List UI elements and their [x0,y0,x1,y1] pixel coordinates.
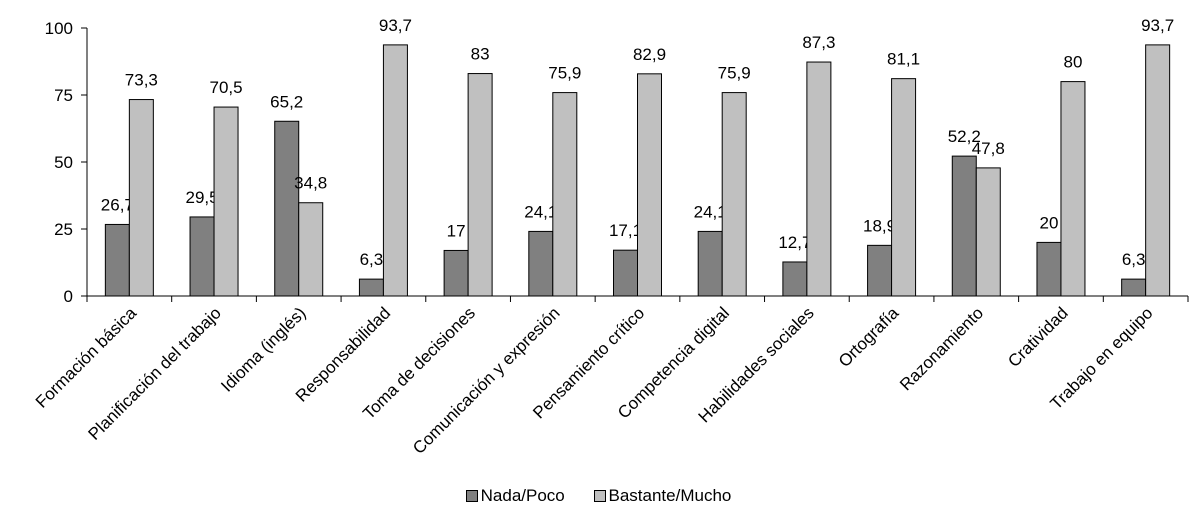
y-tick-label: 50 [54,153,73,172]
bar-bastante-mucho [128,99,154,297]
data-label-nada-poco: 26,7 [101,195,134,214]
category-label: Comunicación y expresión [409,303,563,457]
data-label-nada-poco: 6,3 [1122,250,1146,269]
data-label-nada-poco: 12,7 [778,233,811,252]
data-label-nada-poco: 24,1 [524,202,557,221]
data-label-bastante-mucho: 75,9 [718,64,751,83]
bar-nada-poco [613,249,638,297]
bar-bastante-mucho [1060,81,1086,297]
data-label-nada-poco: 17,1 [609,221,642,240]
bar-bastante-mucho [891,78,917,297]
bar-bastante-mucho [298,202,324,297]
bar-nada-poco [274,120,300,297]
data-label-nada-poco: 20 [1040,213,1059,232]
bar-bastante-mucho [721,92,747,297]
category-label: Cratividad [1004,303,1072,371]
data-label-bastante-mucho: 82,9 [633,45,666,64]
bar-bastante-mucho [806,61,832,297]
data-label-nada-poco: 17 [447,221,466,240]
legend-item-nada-poco: Nada/Poco [465,486,565,506]
data-label-bastante-mucho: 93,7 [1141,16,1174,35]
bar-nada-poco [104,223,130,297]
y-tick-label: 0 [64,287,73,306]
bar-nada-poco [189,216,215,297]
bar-bastante-mucho [637,73,662,297]
category-label: Ortografía [835,303,903,371]
bar-bastante-mucho [467,73,493,297]
bar-bastante-mucho [382,44,408,297]
legend: Nada/Poco Bastante/Mucho [0,486,1197,507]
data-label-bastante-mucho: 83 [471,45,490,64]
bar-nada-poco [697,230,723,297]
category-label: Razonamiento [896,303,987,394]
legend-swatch-nada-poco [465,490,478,502]
data-label-bastante-mucho: 70,5 [209,78,242,97]
bar-nada-poco [528,230,554,297]
bar-nada-poco [867,244,893,297]
data-label-bastante-mucho: 34,8 [294,174,327,193]
legend-label-nada-poco: Nada/Poco [480,486,565,505]
bar-bastante-mucho [213,106,239,297]
data-label-nada-poco: 18,9 [863,216,896,235]
bar-bastante-mucho [975,167,1001,297]
data-label-nada-poco: 52,2 [948,127,981,146]
legend-swatch-bastante-mucho [593,490,606,502]
bar-nada-poco [951,155,977,297]
bar-bastante-mucho [552,92,578,297]
data-label-bastante-mucho: 93,7 [379,16,412,35]
bar-nada-poco [1121,278,1147,297]
data-label-bastante-mucho: 47,8 [972,139,1005,158]
bar-nada-poco [782,261,808,297]
data-label-bastante-mucho: 80 [1064,53,1083,72]
y-tick-label: 25 [54,220,73,239]
legend-item-bastante-mucho: Bastante/Mucho [593,486,732,506]
legend-label-bastante-mucho: Bastante/Mucho [608,486,732,505]
bar-nada-poco [358,278,384,297]
data-label-nada-poco: 65,2 [270,92,303,111]
data-label-nada-poco: 24,1 [694,202,727,221]
data-label-bastante-mucho: 87,3 [802,33,835,52]
bar-bastante-mucho [1145,44,1171,297]
category-label: Idioma (inglés) [217,303,309,395]
bar-nada-poco [443,249,469,297]
data-label-bastante-mucho: 81,1 [887,50,920,69]
y-tick-label: 75 [54,86,73,105]
data-label-nada-poco: 6,3 [360,250,384,269]
y-tick-label: 100 [45,19,73,38]
bar-nada-poco [1036,241,1062,297]
data-label-nada-poco: 29,5 [185,188,218,207]
data-label-bastante-mucho: 75,9 [548,64,581,83]
data-label-bastante-mucho: 73,3 [125,71,158,90]
